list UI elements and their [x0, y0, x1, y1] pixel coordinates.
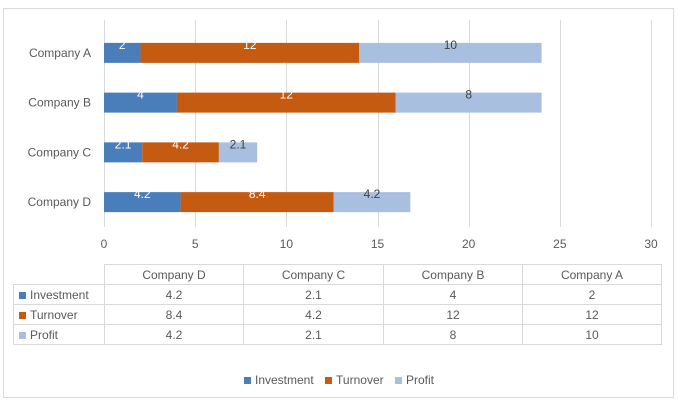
table-cell: 4.2: [104, 324, 244, 345]
table-cell: 12: [383, 304, 523, 325]
table-row-label: Turnover: [13, 304, 105, 325]
bar-segment-profit: [218, 142, 258, 163]
table-col-header: Company A: [522, 264, 662, 285]
category-label: Company D: [28, 195, 92, 209]
table-row-label-text: Investment: [30, 287, 89, 302]
table-row-investment: Investment 4.2 2.1 4 2: [13, 284, 662, 305]
data-label: 4.2: [134, 187, 151, 201]
table-cell: 2.1: [243, 324, 384, 345]
data-label: 10: [444, 38, 458, 52]
category-label: Company A: [29, 46, 91, 60]
data-table: Company D Company C Company B Company A …: [13, 264, 662, 345]
bar-segment-investment: [104, 92, 177, 113]
data-label: 4: [137, 88, 144, 102]
bar-segment-profit: [333, 192, 411, 213]
table-row-label-text: Turnover: [30, 307, 78, 322]
x-tick-label: 20: [462, 237, 476, 251]
bar-segment-turnover: [176, 92, 396, 113]
data-label: 4.2: [364, 187, 381, 201]
table-col-header: Company B: [383, 264, 523, 285]
table-row-profit: Profit 4.2 2.1 8 10: [13, 324, 662, 345]
category-label: Company C: [28, 145, 92, 159]
bar-segment-turnover: [142, 142, 219, 163]
bar-segment-profit: [395, 92, 542, 113]
table-cell: 2: [522, 284, 662, 305]
investment-swatch: [244, 377, 251, 384]
x-tick-label: 10: [280, 237, 294, 251]
table-row-label: Investment: [13, 284, 105, 305]
data-label: 2.1: [230, 137, 247, 151]
table-row-label-text: Profit: [30, 327, 59, 342]
bar-segment-profit: [359, 42, 542, 63]
x-tick-label: 0: [101, 237, 108, 251]
turnover-swatch: [19, 311, 26, 319]
data-label: 2: [119, 38, 126, 52]
table-cell: 8.4: [104, 304, 244, 325]
data-label: 8.4: [249, 187, 266, 201]
legend-label: Investment: [255, 373, 314, 387]
profit-swatch: [394, 377, 402, 384]
table-row-turnover: Turnover 8.4 4.2 12 12: [13, 304, 662, 325]
legend-item-profit: Profit: [394, 373, 434, 387]
data-label: 12: [243, 38, 257, 52]
table-cell: 4.2: [104, 284, 244, 305]
table-row-label: Profit: [13, 324, 105, 345]
chart-legend: Investment Turnover Profit: [0, 373, 678, 387]
legend-item-turnover: Turnover: [325, 373, 384, 387]
x-tick-label: 30: [644, 237, 658, 251]
table-cell: 12: [522, 304, 662, 325]
table-header-row: Company D Company C Company B Company A: [13, 264, 662, 285]
legend-label: Turnover: [336, 373, 384, 387]
data-label: 2.1: [115, 137, 132, 151]
legend-item-investment: Investment: [244, 373, 314, 387]
category-label: Company B: [28, 96, 91, 110]
bar-segment-turnover: [180, 192, 334, 213]
investment-swatch: [19, 291, 26, 299]
bar-segment-investment: [104, 142, 143, 163]
data-label: 8: [465, 88, 472, 102]
x-tick-label: 5: [192, 237, 199, 251]
x-tick-label: 25: [553, 237, 567, 251]
bar-segment-investment: [104, 42, 141, 63]
bar-segment-turnover: [140, 42, 360, 63]
table-cell: 4: [383, 284, 523, 305]
bar-segment-investment: [104, 192, 181, 213]
table-col-header: Company D: [104, 264, 244, 285]
table-cell: 10: [522, 324, 662, 345]
table-cell: 2.1: [243, 284, 384, 305]
table-cell: 4.2: [243, 304, 384, 325]
table-col-header: Company C: [243, 264, 384, 285]
table-corner: [13, 264, 105, 285]
x-tick-label: 15: [371, 237, 385, 251]
data-label: 12: [280, 88, 294, 102]
data-label: 4.2: [172, 137, 189, 151]
turnover-swatch: [325, 377, 333, 384]
table-cell: 8: [383, 324, 523, 345]
legend-label: Profit: [405, 373, 434, 387]
profit-swatch: [19, 331, 26, 339]
